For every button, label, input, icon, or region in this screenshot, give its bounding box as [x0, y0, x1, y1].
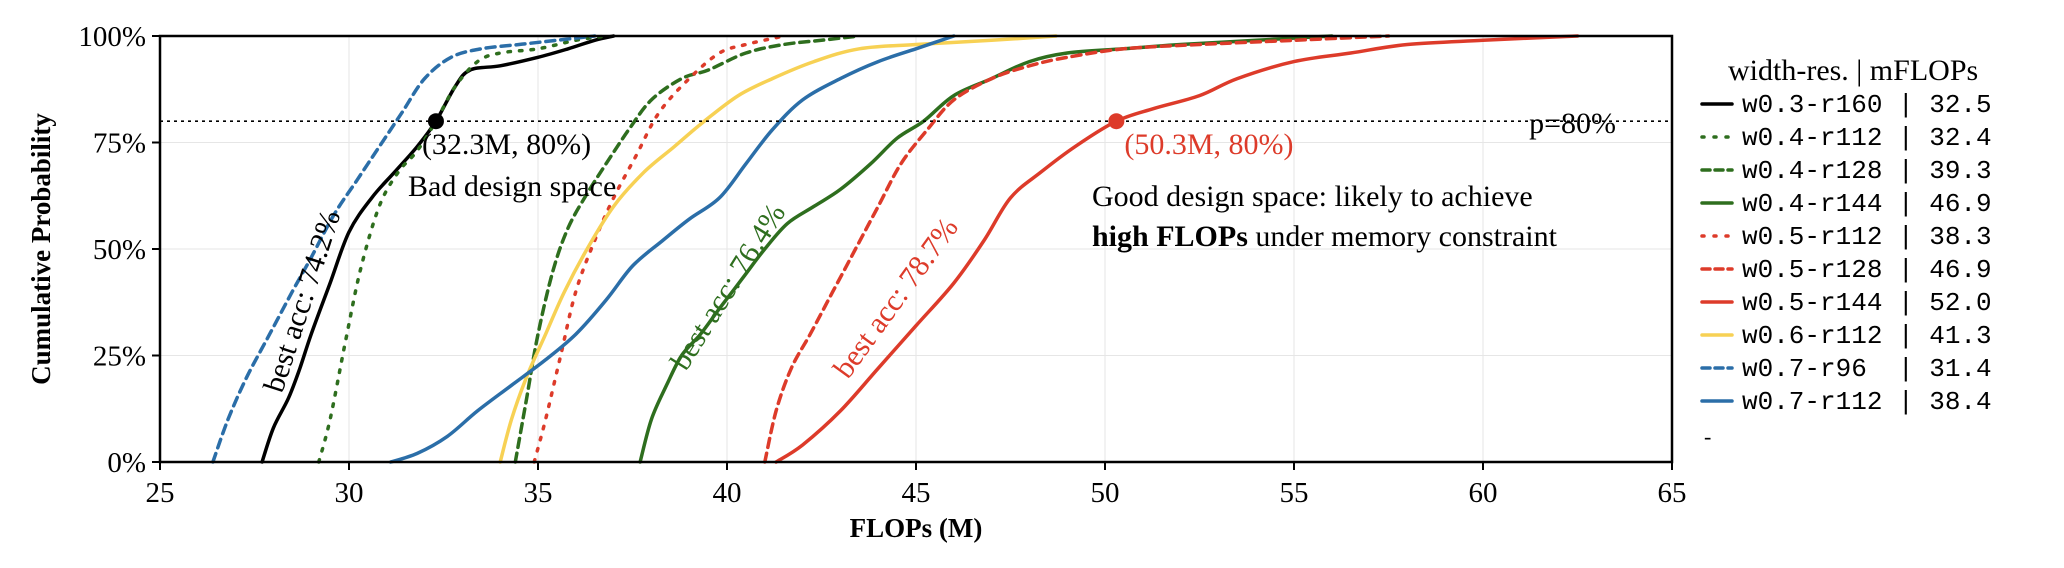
x-tick-label: 60	[1469, 477, 1498, 509]
high-flops-bold: high FLOPs	[1092, 220, 1248, 253]
good-design-space-rest: under memory constraint	[1248, 220, 1558, 253]
y-tick-label: 50%	[93, 234, 146, 266]
point-label-32m: (32.3M, 80%)	[422, 128, 591, 161]
point-label-50m: (50.3M, 80%)	[1124, 128, 1293, 161]
x-tick-label: 50	[1091, 477, 1120, 509]
point-marker-32m	[427, 113, 444, 130]
point-marker-50m	[1108, 113, 1125, 130]
series-line-w0.5-r144	[774, 34, 1580, 464]
series-line-w0.4-r128	[513, 34, 862, 464]
good-design-space-label: Good design space: likely to achieve	[1092, 180, 1533, 213]
threshold-label: p=80%	[1529, 107, 1616, 140]
x-tick-label: 30	[335, 477, 364, 509]
series-line-w0.5-r112	[532, 34, 786, 464]
markers	[427, 113, 1125, 130]
x-tick-label: 65	[1658, 477, 1687, 509]
y-tick-label: 25%	[93, 341, 146, 373]
best-acc-787-label: best acc: 78.7%	[827, 212, 965, 384]
y-axis-label: Cumulative Probability	[26, 113, 56, 385]
x-tick-label: 55	[1280, 477, 1309, 509]
legend-trailing-mark: -	[1704, 424, 1711, 449]
series-line-w0.6-r112	[498, 34, 1058, 464]
x-axis-label: FLOPs (M)	[850, 513, 983, 543]
y-axis-ticks: 0% 25% 50% 75% 100%	[78, 21, 160, 479]
legend-label-w0.5-r112: w0.5-r112 | 38.3	[1742, 222, 1992, 252]
series-line-w0.7-r96	[211, 34, 597, 464]
x-tick-label: 35	[524, 477, 553, 509]
legend-label-w0.7-r112: w0.7-r112 | 38.4	[1742, 387, 1992, 417]
legend-label-w0.4-r128: w0.4-r128 | 39.3	[1742, 156, 1992, 186]
best-acc-742-label: best acc: 74.2%	[257, 206, 347, 396]
series-line-w0.3-r160	[260, 34, 616, 464]
legend-label-w0.4-r144: w0.4-r144 | 46.9	[1742, 189, 1992, 219]
y-tick-label: 100%	[78, 21, 146, 53]
legend-label-w0.7-r96: w0.7-r96 | 31.4	[1742, 354, 1992, 384]
series-group	[211, 34, 1580, 464]
good-design-space-label-2: high FLOPs under memory constraint	[1092, 220, 1558, 253]
legend-label-w0.3-r160: w0.3-r160 | 32.5	[1742, 90, 1992, 120]
legend-label-w0.6-r112: w0.6-r112 | 41.3	[1742, 321, 1992, 351]
x-axis-ticks: 25 30 35 40 45 50 55 60 65	[146, 462, 1687, 509]
series-line-w0.7-r112	[388, 34, 956, 464]
series-line-w0.5-r128	[763, 34, 1391, 464]
bad-design-space-label: Bad design space	[408, 170, 616, 203]
legend: width-res. | mFLOPs w0.3-r160 | 32.5w0.4…	[1700, 54, 1992, 449]
legend-label-w0.4-r112: w0.4-r112 | 32.4	[1742, 123, 1992, 153]
x-tick-label: 25	[146, 477, 175, 509]
series-line-w0.4-r112	[317, 34, 608, 464]
y-tick-label: 75%	[93, 128, 146, 160]
legend-label-w0.5-r128: w0.5-r128 | 46.9	[1742, 255, 1992, 285]
x-tick-label: 45	[902, 477, 931, 509]
legend-label-w0.5-r144: w0.5-r144 | 52.0	[1742, 288, 1992, 318]
y-tick-label: 0%	[107, 447, 146, 479]
x-tick-label: 40	[713, 477, 742, 509]
legend-title: width-res. | mFLOPs	[1728, 54, 1978, 87]
